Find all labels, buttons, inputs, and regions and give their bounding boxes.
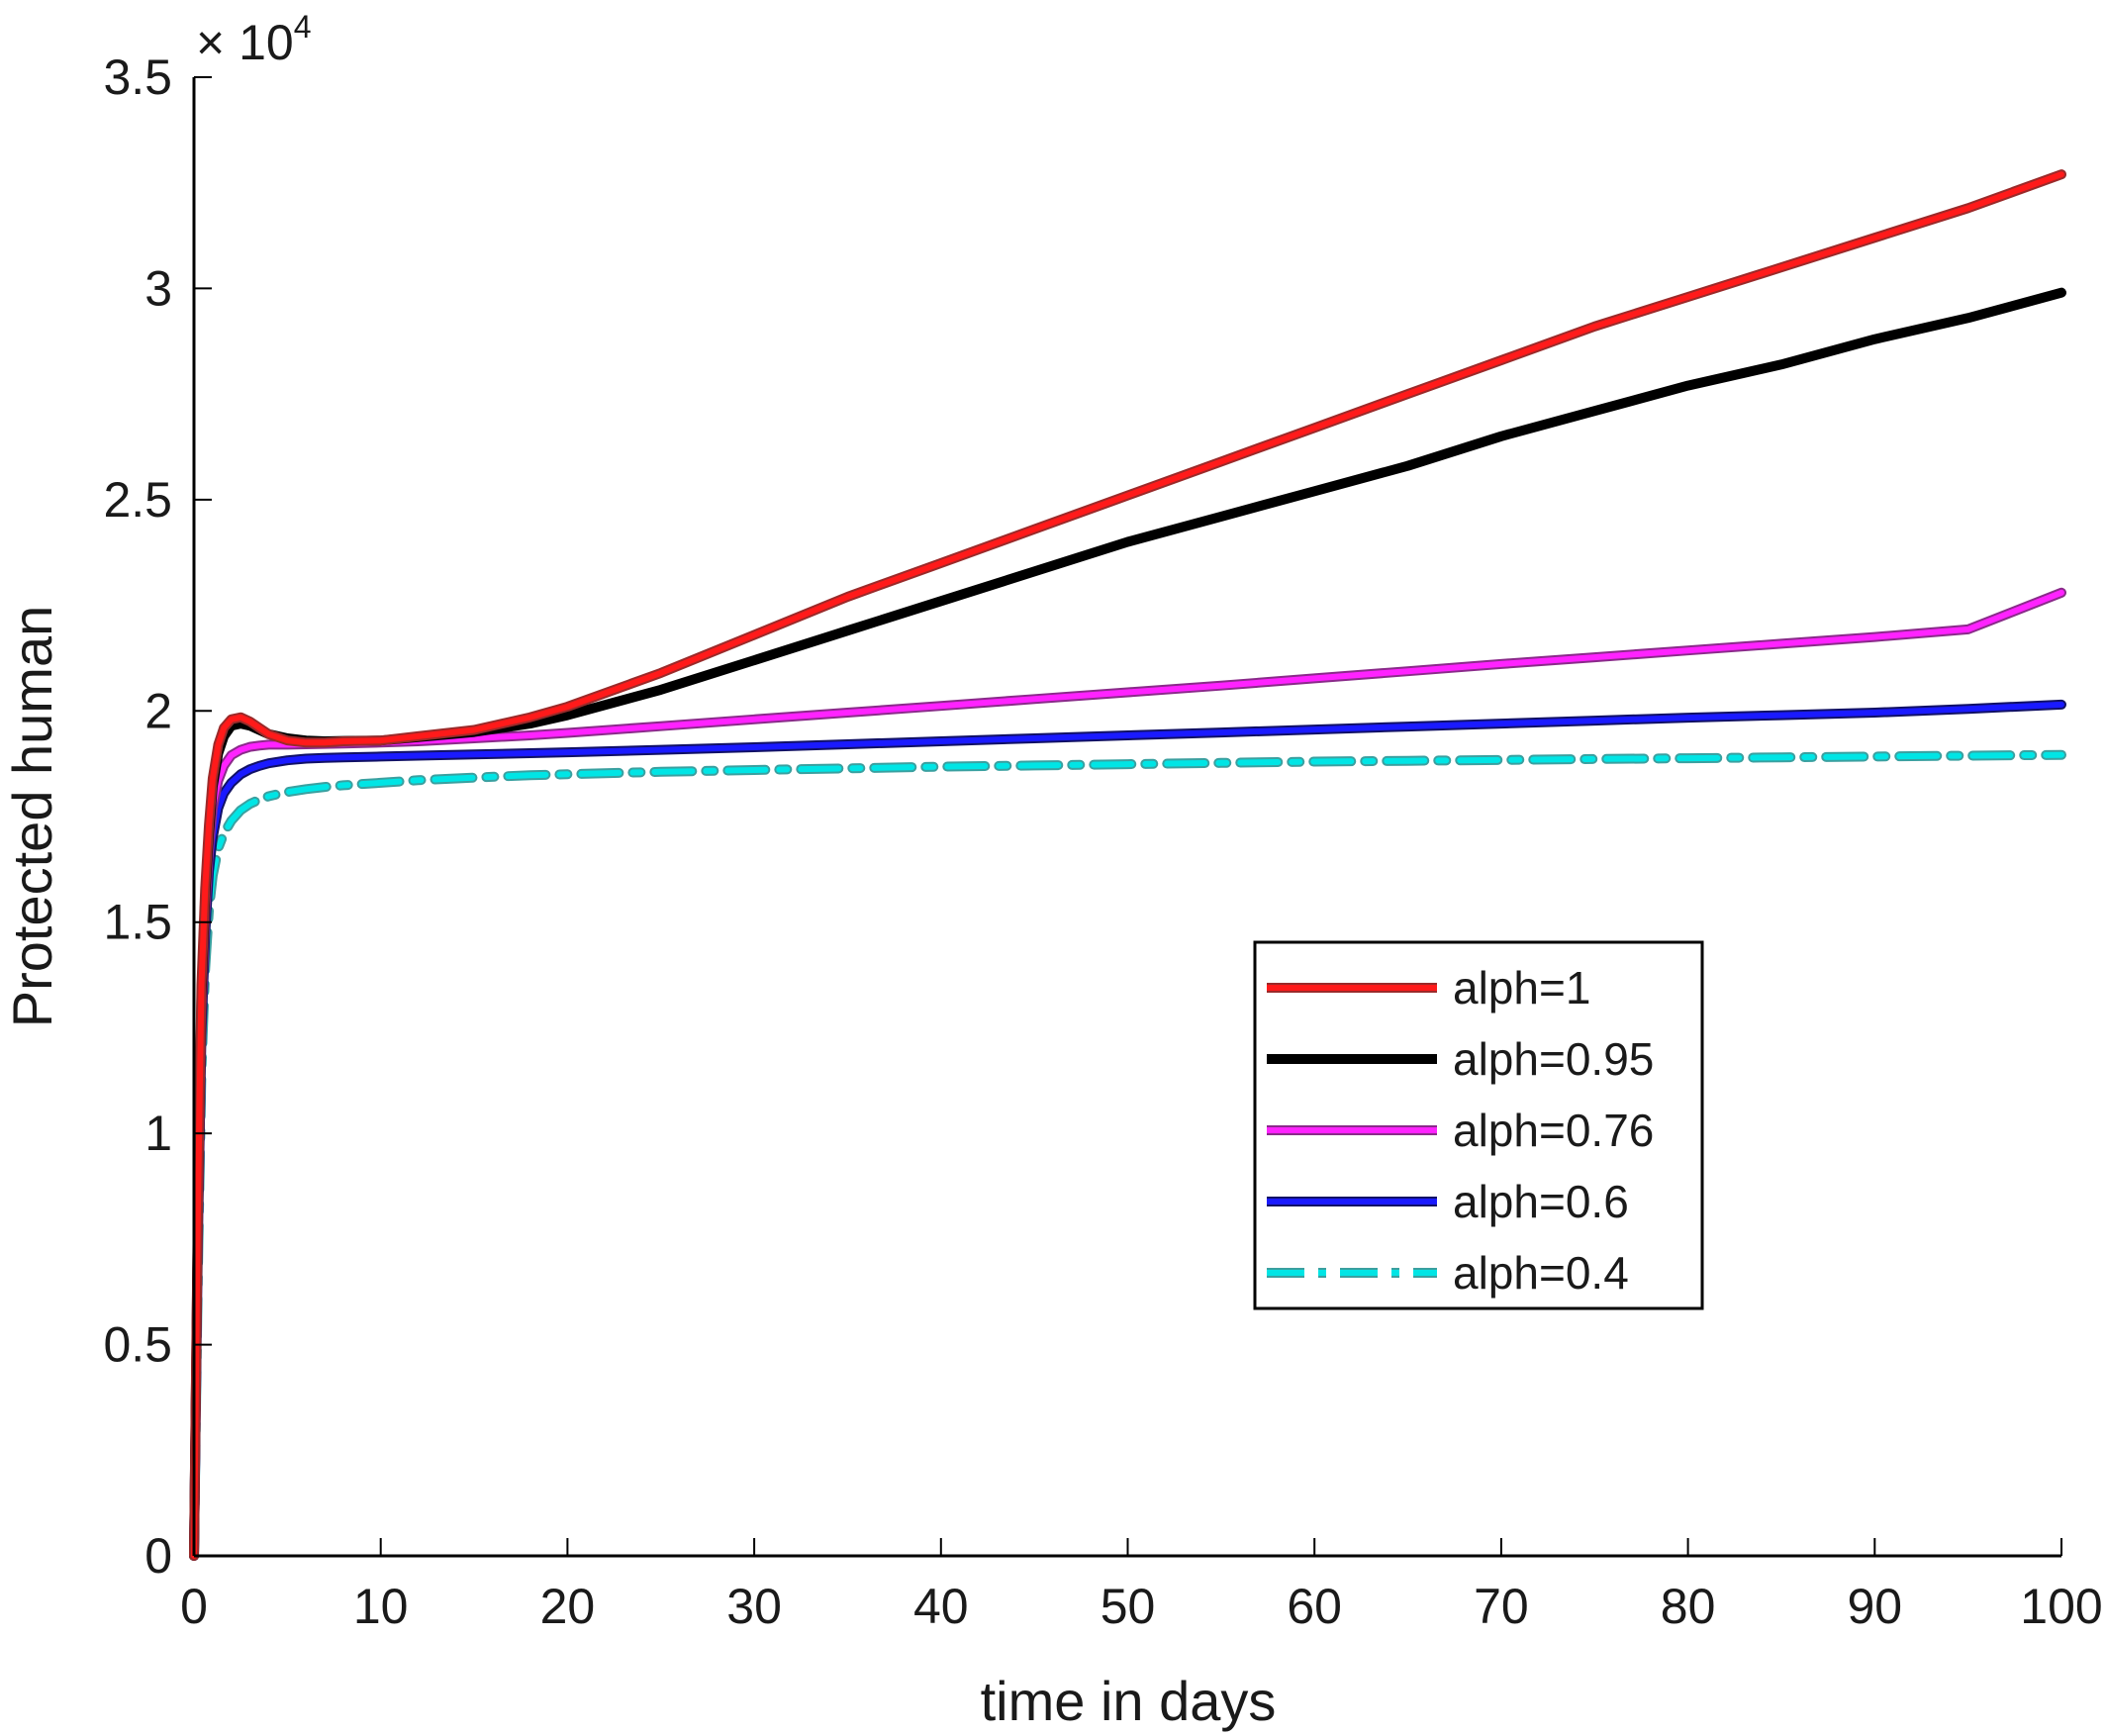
x-tick-label: 10 (353, 1579, 409, 1634)
series-line (191, 751, 2064, 1559)
legend-label: alph=0.4 (1453, 1247, 1629, 1299)
x-tick-label: 20 (540, 1579, 596, 1634)
x-tick-label: 40 (913, 1579, 969, 1634)
y-tick-label: 0.5 (103, 1317, 172, 1373)
series-line (191, 171, 2064, 1559)
x-tick-label: 70 (1474, 1579, 1529, 1634)
legend-label: alph=0.6 (1453, 1176, 1629, 1227)
legend-label: alph=1 (1453, 962, 1590, 1013)
x-tick-label: 50 (1101, 1579, 1156, 1634)
legend-entry: alph=1 (1267, 962, 1590, 1013)
series-line (191, 589, 2064, 1559)
y-exponent-label: × 104 (196, 9, 312, 70)
legend-label: alph=0.95 (1453, 1033, 1654, 1085)
x-tick-label: 100 (2020, 1579, 2102, 1634)
y-exponent: 4 (294, 9, 312, 45)
y-tick-label: 2 (144, 683, 172, 738)
legend-label: alph=0.76 (1453, 1105, 1654, 1156)
legend: alph=1 alph=0.95 alph=0.76 alph=0.6 alph=0.4 (1253, 940, 1704, 1310)
series-2 (189, 587, 2066, 1561)
series-layer (189, 169, 2066, 1561)
legend-entry: alph=0.6 (1267, 1176, 1629, 1227)
legend-entry: alph=0.95 (1267, 1033, 1654, 1085)
legend-entry: alph=0.76 (1267, 1105, 1654, 1156)
legend-entry: alph=0.4 (1267, 1247, 1629, 1299)
y-tick-label: 1 (144, 1106, 172, 1161)
series-0 (189, 169, 2066, 1561)
series-3 (189, 699, 2066, 1561)
y-tick-label: 1.5 (103, 895, 172, 950)
series-line (191, 701, 2064, 1559)
x-tick-label: 80 (1661, 1579, 1716, 1634)
x-tick-label: 30 (726, 1579, 782, 1634)
x-tick-label: 60 (1287, 1579, 1342, 1634)
x-tick-label: 0 (180, 1579, 208, 1634)
y-tick-label: 3.5 (103, 49, 172, 105)
y-tick-label: 3 (144, 260, 172, 316)
x-tick-label: 90 (1847, 1579, 1902, 1634)
y-axis-label: Protected human (1, 606, 63, 1027)
series-4 (189, 749, 2066, 1561)
y-tick-label: 0 (144, 1528, 172, 1584)
x-axis-label: time in days (981, 1670, 1277, 1732)
y-tick-label: 2.5 (103, 472, 172, 528)
tick-layer: 0 10 20 30 40 50 60 70 80 90 100 0 0.5 1 1.5 2 2.5 3 3.5 (103, 49, 2102, 1634)
